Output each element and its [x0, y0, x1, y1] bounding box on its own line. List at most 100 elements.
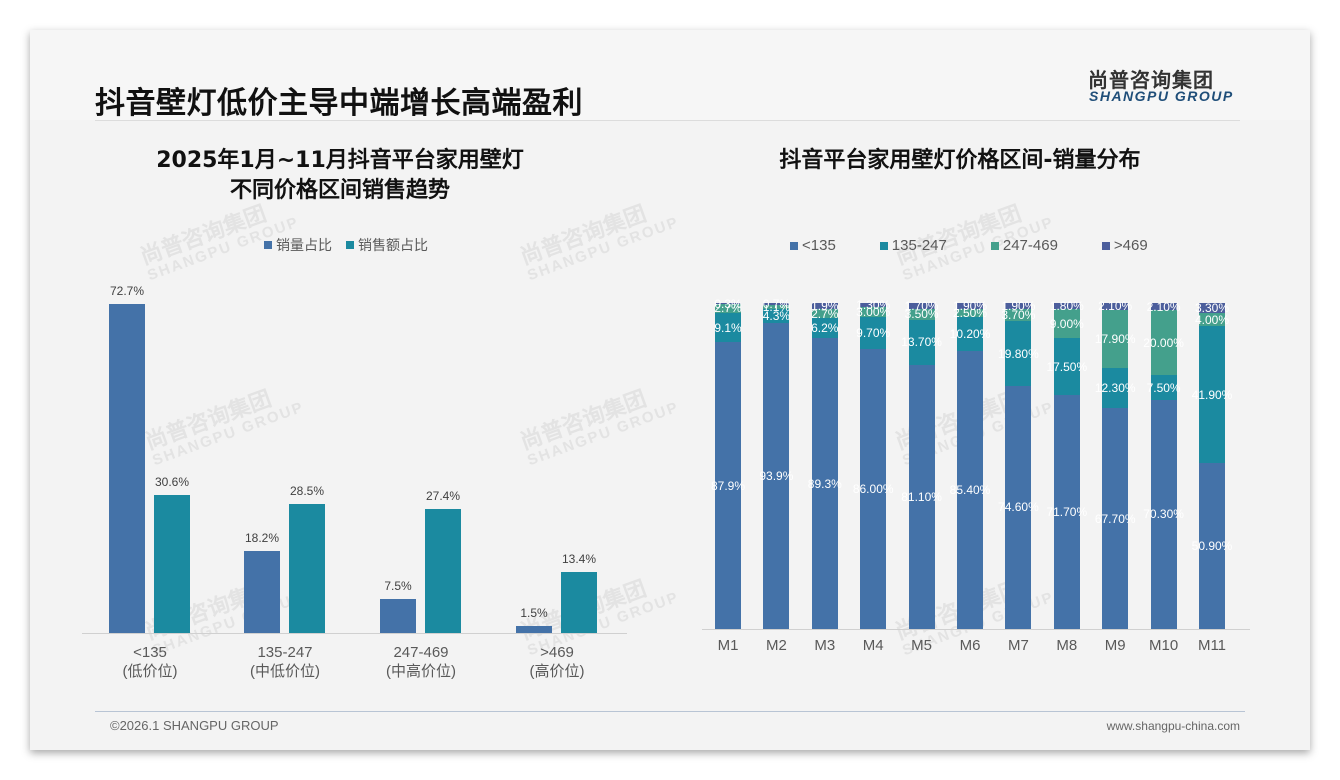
month-label: M11 — [1197, 637, 1227, 654]
month-label: M3 — [814, 637, 836, 654]
bar-segment: 93.9% — [759, 322, 793, 629]
bar-segment: 50.90% — [1192, 463, 1232, 629]
left-chart-title-line1: 2025年1月~11月抖音平台家用壁灯 — [156, 148, 524, 173]
bar-segment: 81.10% — [901, 364, 942, 629]
legend-swatch-icon — [879, 241, 888, 250]
segment-label: 13.70% — [901, 335, 942, 350]
data-label: 18.2% — [244, 530, 280, 545]
data-label: 13.4% — [561, 552, 597, 567]
stacked-bar-M5: 81.10% 13.70% 3.50% 1.70% — [901, 299, 942, 629]
legend-label: <135 — [802, 237, 836, 254]
legend-label: 销量占比 — [276, 237, 332, 253]
stacked-bar-M8: 71.70% 17.50% 9.00% 1.80% — [1046, 299, 1087, 629]
legend-item-sales-volume: 销量占比 — [264, 235, 332, 255]
segment-label: 1.9% — [811, 299, 839, 314]
bar-segment: 2.7% — [714, 301, 741, 315]
left-chart-title-line2: 不同价格区间销售趋势 — [229, 178, 450, 203]
bar-segment: 9.1% — [714, 312, 742, 343]
legend-item-lt135: <135 — [790, 237, 836, 254]
bar-segment: 20.00% — [1143, 310, 1184, 376]
data-label: 1.5% — [520, 606, 548, 621]
bar-segment: 4.00% — [1195, 313, 1229, 327]
left-chart-legend: 销量占比 销售额占比 — [264, 235, 428, 255]
segment-label: 0.7% — [762, 297, 791, 312]
stacked-bar-M6: 85.40% 10.20% 2.50% 1.90% — [950, 299, 990, 629]
footer-divider — [95, 711, 1245, 712]
bar-segment: 1.30% — [856, 298, 890, 312]
stacked-bar-M4: 86.00% 9.70% 3.00% 1.30% — [853, 298, 894, 629]
month-label: M6 — [959, 637, 981, 654]
legend-label: 销售额占比 — [358, 237, 428, 253]
bar-segment: 3.50% — [905, 307, 939, 321]
stacked-bar-M3: 89.3% 6.2% 2.7% 1.9% — [808, 299, 842, 629]
right-chart-x-axis — [702, 629, 1250, 630]
segment-label: 1.90% — [952, 299, 988, 314]
segment-label: 1.30% — [856, 298, 891, 313]
right-chart-title: 抖音平台家用壁灯价格区间-销量分布 — [779, 148, 1141, 173]
logo-chinese: 尚普咨询集团 — [1088, 68, 1214, 92]
segment-label: 12.30% — [1094, 381, 1136, 396]
segment-label: 85.40% — [949, 482, 991, 497]
stacked-bar-M7: 74.60% 19.80% 3.70% 1.90% — [998, 299, 1039, 629]
segment-label: 1.80% — [1049, 298, 1084, 313]
segment-label: 89.3% — [807, 476, 842, 491]
legend-item-sales-amount: 销售额占比 — [346, 235, 428, 255]
bar-volume — [380, 599, 416, 633]
footer-website-link[interactable]: www.shangpu-china.com — [1106, 719, 1240, 733]
bar-segment: 3.70% — [1001, 308, 1035, 322]
segment-label: 67.70% — [1094, 511, 1136, 526]
legend-label: 247-469 — [1002, 237, 1058, 254]
legend-label: 135-247 — [891, 237, 947, 254]
bar-segment: 87.9% — [711, 342, 745, 629]
bar-segment: 7.50% — [1147, 375, 1181, 400]
bar-segment: 10.20% — [950, 317, 990, 351]
segment-label: 3.70% — [1001, 308, 1036, 323]
month-label: M7 — [1007, 637, 1029, 654]
bar-segment: 70.30% — [1143, 399, 1184, 629]
segment-label: 2.10% — [1098, 299, 1133, 314]
bar-segment: 17.50% — [1046, 338, 1087, 396]
segment-label: 17.50% — [1046, 359, 1088, 374]
segment-label: 2.7% — [811, 306, 839, 321]
segment-label: 1.90% — [1001, 299, 1036, 314]
month-label: M2 — [765, 637, 787, 654]
month-label: M10 — [1149, 637, 1179, 654]
bar-segment: 67.70% — [1095, 408, 1136, 629]
segment-label: 71.70% — [1046, 505, 1088, 520]
bar-amount — [561, 572, 597, 633]
legend-item-135-247: 135-247 — [879, 237, 947, 254]
month-label: M1 — [717, 637, 739, 654]
bar-segment: 3.30% — [1195, 301, 1229, 315]
legend-swatch-icon — [264, 241, 272, 249]
bar-segment: 74.60% — [998, 385, 1039, 629]
bar-segment: 2.7% — [811, 306, 839, 321]
left-chart-title: 2025年1月~11月抖音平台家用壁灯 不同价格区间销售趋势 — [110, 146, 570, 206]
stacked-bar-M10: 70.30% 7.50% 20.00% 2.10% — [1143, 300, 1184, 629]
logo-english: SHANGPU GROUP — [1089, 88, 1234, 104]
bar-segment: 6.2% — [811, 318, 838, 339]
segment-label: 50.90% — [1191, 539, 1233, 554]
segment-label: 87.9% — [710, 478, 746, 493]
bar-amount — [154, 494, 190, 633]
page-title: 抖音壁灯低价主导中端增长高端盈利 — [95, 86, 583, 121]
header-band — [30, 30, 1310, 120]
bar-segment: 1.90% — [1001, 299, 1035, 313]
legend-label: >469 — [1113, 237, 1148, 254]
bar-segment: 17.90% — [1095, 309, 1136, 369]
bar-segment: 4.3% — [763, 308, 790, 323]
category-label: 247-469 (中高价位) — [386, 644, 456, 680]
bar-segment: 9.70% — [856, 317, 890, 349]
legend-item-gt469: >469 — [1101, 237, 1148, 254]
legend-swatch-icon — [346, 241, 354, 249]
right-chart-legend: <135 135-247 247-469 >469 — [790, 237, 1148, 254]
segment-label: 19.80% — [998, 346, 1039, 361]
bar-segment: 19.80% — [998, 321, 1039, 386]
slide: 抖音壁灯低价主导中端增长高端盈利 尚普咨询集团 SHANGPU GROUP 尚普… — [30, 30, 1310, 750]
data-label: 27.4% — [425, 489, 461, 503]
left-chart-x-axis — [82, 633, 627, 634]
bar-segment: 1.80% — [1050, 299, 1084, 313]
segment-label: 70.30% — [1143, 507, 1184, 522]
month-label: M5 — [911, 637, 933, 654]
legend-swatch-icon — [790, 241, 798, 250]
